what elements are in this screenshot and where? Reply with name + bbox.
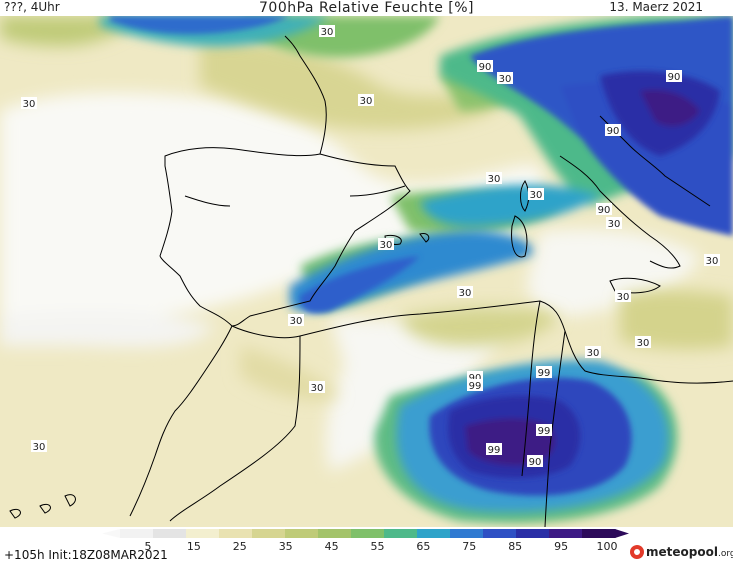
- svg-text:30: 30: [360, 96, 373, 107]
- map-title: 700hPa Relative Feuchte [%]: [259, 0, 474, 16]
- contour-label: 90: [527, 455, 543, 468]
- legend-swatch: [450, 529, 484, 538]
- svg-text:30: 30: [530, 190, 543, 201]
- legend-swatch: [351, 529, 385, 538]
- legend-swatch: [417, 529, 451, 538]
- legend-swatch: [120, 529, 154, 538]
- contour-label: 30: [309, 381, 325, 394]
- legend-tick-label: 35: [279, 540, 293, 553]
- contour-label: 30: [606, 217, 622, 230]
- legend-tick-label: 15: [187, 540, 201, 553]
- legend-swatch: [582, 529, 616, 538]
- legend-swatches: [102, 529, 629, 538]
- legend-tick-label: 45: [325, 540, 339, 553]
- svg-text:90: 90: [479, 62, 492, 73]
- model-run-info: +105h Init:18Z08MAR2021: [4, 548, 168, 562]
- svg-text:30: 30: [33, 442, 46, 453]
- svg-text:30: 30: [23, 99, 36, 110]
- legend-swatch: [318, 529, 352, 538]
- svg-text:30: 30: [637, 338, 650, 349]
- svg-text:30: 30: [380, 240, 393, 251]
- contour-label: 30: [585, 346, 601, 359]
- legend-swatch: [252, 529, 286, 538]
- legend-tick-label: 100: [597, 540, 618, 553]
- contour-label: 30: [457, 286, 473, 299]
- legend-tick-label: 85: [508, 540, 522, 553]
- svg-text:30: 30: [617, 292, 630, 303]
- legend-tick-label: 5: [145, 540, 152, 553]
- contour-label: 30: [486, 172, 502, 185]
- humidity-fields: [0, 16, 733, 524]
- legend-swatch: [285, 529, 319, 538]
- contour-label: 90: [605, 124, 621, 137]
- forecast-time-label: ???, 4Uhr: [4, 0, 60, 14]
- legend-swatch: [219, 529, 253, 538]
- legend-swatch: [516, 529, 550, 538]
- contour-label: 30: [704, 254, 720, 267]
- legend-swatch: [186, 529, 220, 538]
- legend-tick-label: 55: [371, 540, 385, 553]
- svg-text:99: 99: [488, 445, 501, 456]
- legend-tick-label: 95: [554, 540, 568, 553]
- forecast-date: 13. Maerz 2021: [609, 0, 703, 14]
- contour-label: 90: [596, 203, 612, 216]
- svg-text:99: 99: [469, 381, 482, 392]
- contour-label: 99: [536, 424, 552, 437]
- contour-label: 30: [288, 314, 304, 327]
- svg-text:30: 30: [290, 316, 303, 327]
- legend-swatch: [153, 529, 187, 538]
- svg-text:30: 30: [488, 174, 501, 185]
- legend-swatch: [384, 529, 418, 538]
- legend-cap-left: [102, 529, 120, 538]
- svg-text:30: 30: [499, 74, 512, 85]
- contour-label: 90: [666, 70, 682, 83]
- svg-text:90: 90: [607, 126, 620, 137]
- contour-label: 90: [477, 60, 493, 73]
- contour-label: 30: [497, 72, 513, 85]
- legend-swatch: [549, 529, 583, 538]
- contour-label: 30: [21, 97, 37, 110]
- svg-text:90: 90: [668, 72, 681, 83]
- contour-label: 99: [486, 443, 502, 456]
- svg-text:90: 90: [469, 373, 482, 384]
- contour-label: 99: [467, 379, 483, 392]
- svg-text:90: 90: [529, 457, 542, 468]
- legend-ticks: 5 15 25 35 45 55 65 75 85 95 100: [145, 540, 618, 553]
- contour-labels: 30 90 30 90 30 30 90 30 90 30 30 30 30 3…: [21, 25, 720, 468]
- contour-label: 30: [528, 188, 544, 201]
- svg-text:30: 30: [587, 348, 600, 359]
- brand-logo: meteopool.org: [630, 545, 733, 559]
- svg-text:30: 30: [608, 219, 621, 230]
- brand-name: meteopool: [646, 545, 718, 559]
- svg-text:30: 30: [311, 383, 324, 394]
- contour-label: 30: [378, 238, 394, 251]
- contour-label: 30: [31, 440, 47, 453]
- svg-text:30: 30: [321, 27, 334, 38]
- humidity-map: 30 90 30 90 30 30 90 30 90 30 30 30 30 3…: [0, 16, 733, 527]
- svg-text:99: 99: [538, 426, 551, 437]
- contour-label: 30: [615, 290, 631, 303]
- svg-text:30: 30: [706, 256, 719, 267]
- svg-text:90: 90: [598, 205, 611, 216]
- contour-label: 30: [635, 336, 651, 349]
- color-legend: 5 15 25 35 45 55 65 75 85 95 100: [102, 529, 629, 553]
- legend-swatch: [483, 529, 517, 538]
- contour-label: 30: [319, 25, 335, 38]
- meteopool-logo-icon: [630, 545, 644, 559]
- contour-label: 30: [358, 94, 374, 107]
- legend-cap-right: [615, 529, 629, 538]
- contour-label: 99: [536, 366, 552, 379]
- legend-tick-label: 25: [233, 540, 247, 553]
- brand-suffix: .org: [717, 549, 733, 559]
- svg-text:99: 99: [538, 368, 551, 379]
- legend-tick-label: 75: [462, 540, 476, 553]
- legend-tick-label: 65: [416, 540, 430, 553]
- svg-text:30: 30: [459, 288, 472, 299]
